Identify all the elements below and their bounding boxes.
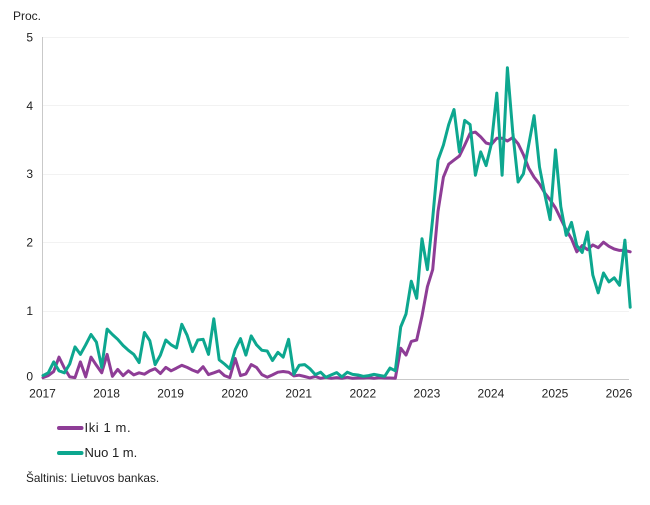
svg-text:1: 1 <box>26 304 33 318</box>
svg-text:2021: 2021 <box>285 387 312 401</box>
svg-text:2026: 2026 <box>606 387 633 401</box>
svg-text:5: 5 <box>26 30 33 44</box>
svg-text:2019: 2019 <box>157 387 184 401</box>
svg-text:2020: 2020 <box>221 387 248 401</box>
svg-text:2023: 2023 <box>414 387 441 401</box>
svg-text:2: 2 <box>26 236 33 250</box>
svg-text:0: 0 <box>26 369 33 383</box>
svg-text:4: 4 <box>26 99 33 113</box>
svg-text:2018: 2018 <box>93 387 120 401</box>
svg-text:2022: 2022 <box>349 387 376 401</box>
svg-text:3: 3 <box>26 167 33 181</box>
svg-text:Šaltinis: Lietuvos bankas.: Šaltinis: Lietuvos bankas. <box>26 471 159 485</box>
svg-text:2025: 2025 <box>542 387 569 401</box>
svg-text:2017: 2017 <box>29 387 56 401</box>
svg-text:2024: 2024 <box>478 387 505 401</box>
svg-text:Iki 1 m.: Iki 1 m. <box>85 420 132 435</box>
svg-text:Proc.: Proc. <box>13 9 41 23</box>
svg-text:Nuo 1 m.: Nuo 1 m. <box>85 445 138 460</box>
